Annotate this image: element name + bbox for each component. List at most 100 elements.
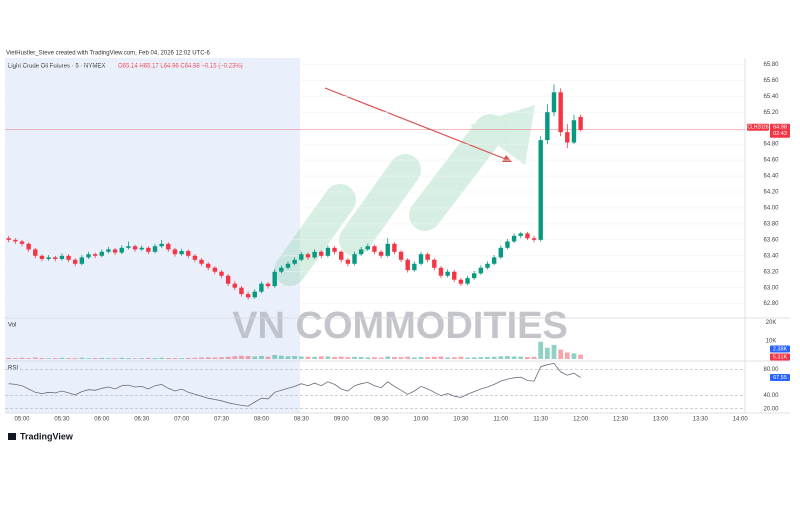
volume-bar <box>112 358 118 359</box>
volume-bar <box>205 357 211 359</box>
volume-bar <box>79 357 85 359</box>
candle-body <box>472 273 477 279</box>
candle-body <box>219 271 224 276</box>
candle-body <box>92 254 98 256</box>
volume-bar <box>451 357 457 359</box>
volume-bar <box>485 357 490 359</box>
y-tick-label: 65.20 <box>763 110 779 116</box>
price-tag-symbol-box <box>747 123 769 131</box>
candle-body <box>432 259 437 268</box>
candle-body <box>112 249 118 253</box>
pane-title: Vol <box>8 323 16 329</box>
y-tick-label: 64.60 <box>763 158 779 164</box>
volume-bar <box>185 357 191 359</box>
y-tick-label: 20K <box>766 320 777 326</box>
candle-body <box>418 254 424 264</box>
volume-bar <box>398 357 404 359</box>
candle-body <box>285 263 291 268</box>
volume-bar <box>259 355 264 359</box>
candle-body <box>312 251 317 258</box>
x-tick-label: 11:30 <box>533 417 548 423</box>
volume-bar <box>411 357 417 359</box>
candle-body <box>245 294 251 298</box>
volume-bar <box>558 349 564 359</box>
y-tick-label: 63.60 <box>763 237 779 243</box>
volume-bar <box>278 355 284 359</box>
candle-body <box>551 92 557 113</box>
symbol-label: Light Crude Oil Futures · 5 · NYMEX <box>8 64 105 70</box>
volume-bar <box>564 352 570 359</box>
volume-bar <box>252 356 258 359</box>
candle-body <box>365 246 370 250</box>
volume-bar <box>505 356 510 359</box>
candle-body <box>239 287 244 295</box>
x-tick-label: 05:00 <box>14 417 30 423</box>
volume-bar <box>132 358 138 359</box>
x-tick-label: 07:30 <box>214 417 230 423</box>
volume-bar <box>325 356 331 359</box>
candle-body <box>378 251 384 256</box>
candle-body <box>119 247 124 253</box>
candle-body <box>186 251 191 256</box>
x-tick-label: 08:00 <box>254 417 270 423</box>
x-tick-label: 11:00 <box>494 417 509 423</box>
volume-bar <box>405 356 411 359</box>
price-tag-price: 64.98 <box>773 125 787 131</box>
volume-bar <box>72 358 78 359</box>
y-tick-label: 62.80 <box>763 301 779 307</box>
logo-text: TradingView <box>20 431 74 441</box>
x-tick-label: 10:30 <box>453 417 469 423</box>
volume-bar <box>232 356 238 359</box>
candle-body <box>438 267 444 276</box>
volume-bar <box>32 357 38 359</box>
candle-body <box>299 254 304 260</box>
candle-body <box>232 283 237 288</box>
y-tick-label: 63.80 <box>763 221 779 227</box>
candle-body <box>398 251 404 260</box>
candle-body <box>538 140 543 240</box>
y-tick-label: 10K <box>766 338 777 344</box>
candle-body <box>19 241 25 244</box>
candle-body <box>392 243 397 252</box>
candle-body <box>558 92 563 133</box>
volume-bar <box>119 357 125 359</box>
x-tick-label: 06:30 <box>134 417 150 423</box>
candle-body <box>39 255 45 259</box>
volume-bar <box>298 356 304 359</box>
volume-bar <box>431 356 437 359</box>
candle-body <box>405 259 410 271</box>
candle-body <box>172 249 178 255</box>
volume-bar <box>239 355 244 359</box>
candle-body <box>279 267 284 272</box>
watermark: VN COMMODITIES <box>232 305 568 347</box>
candle-body <box>53 257 58 259</box>
candle-body <box>445 271 450 276</box>
value-tag: 2.38K <box>773 346 788 352</box>
volume-bar <box>318 356 324 359</box>
candle-body <box>132 246 138 250</box>
candle-body <box>252 291 257 298</box>
volume-bar <box>352 356 357 359</box>
value-tag-box <box>770 345 790 353</box>
y-tick-label: 64.40 <box>763 174 779 180</box>
volume-bar <box>192 357 198 359</box>
candle-body <box>505 241 510 248</box>
volume-bar <box>378 357 384 359</box>
candle-body <box>545 112 550 141</box>
volume-bar <box>305 356 311 359</box>
volume-bar <box>538 341 544 359</box>
volume-bar <box>465 357 470 359</box>
volume-bar <box>66 358 71 359</box>
x-tick-label: 12:00 <box>573 417 589 423</box>
value-tag: 5.31K <box>773 354 788 360</box>
volume-bar <box>52 358 58 359</box>
volume-bar <box>165 358 171 359</box>
volume-bar <box>159 357 165 359</box>
price-tag-box <box>770 123 790 138</box>
volume-bar <box>418 357 424 359</box>
volume-bar <box>219 357 224 359</box>
y-tick-label: 20.00 <box>763 406 779 412</box>
candle-body <box>425 254 430 260</box>
candle-body <box>33 249 38 256</box>
candle-body <box>465 278 470 284</box>
